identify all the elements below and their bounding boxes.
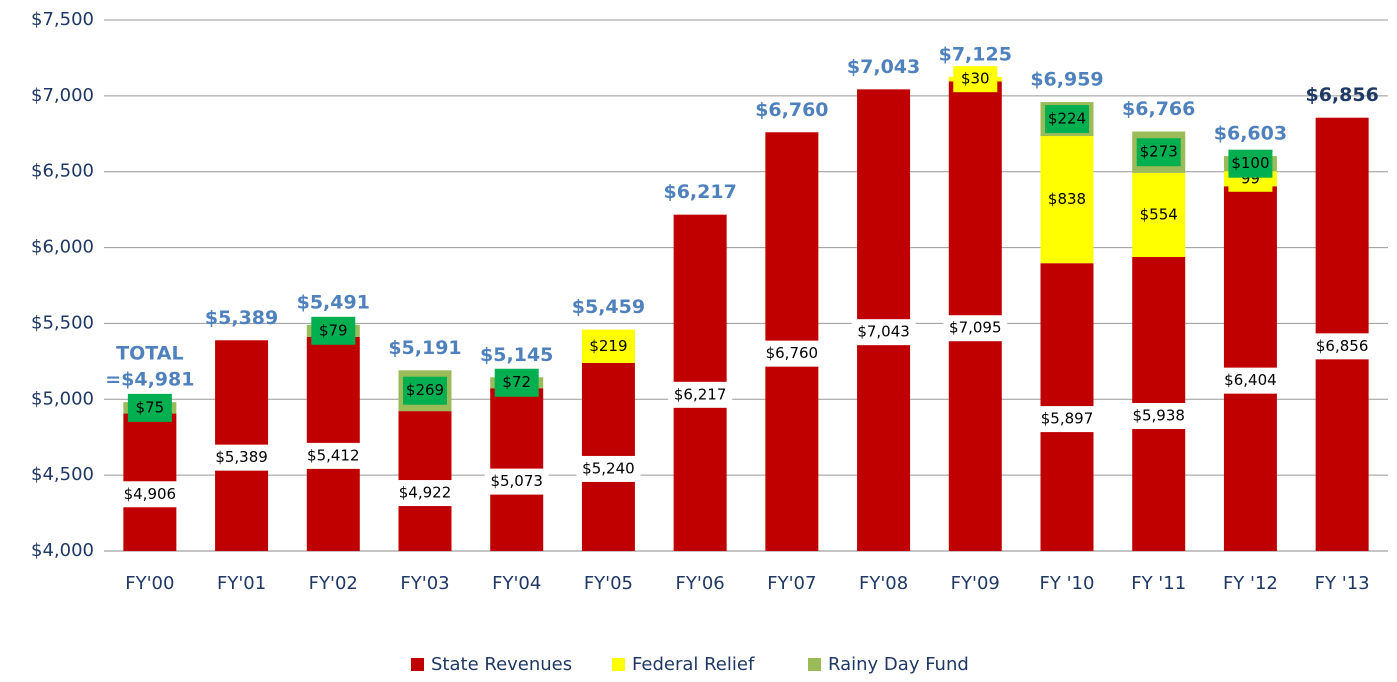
legend-label: Rainy Day Fund	[828, 654, 969, 675]
total-label: $7,125	[939, 43, 1012, 65]
total-label: $5,145	[480, 344, 553, 366]
data-label-box	[1045, 186, 1089, 213]
x-tick-label: FY '12	[1223, 573, 1278, 594]
data-label: $4,922	[399, 484, 452, 502]
data-label-box	[668, 381, 733, 408]
y-tick-label: $4,500	[31, 464, 94, 485]
legend-swatch	[411, 658, 424, 671]
total-label: $6,760	[755, 99, 828, 121]
data-label-box	[1035, 406, 1099, 433]
x-tick-label: FY'08	[859, 573, 908, 594]
data-label: $6,856	[1316, 337, 1369, 355]
legend-swatch	[612, 658, 625, 671]
data-label-box	[403, 376, 447, 405]
x-tick-label: FY'06	[676, 573, 725, 594]
total-label: $5,491	[297, 291, 370, 313]
x-tick-label: FY'02	[309, 573, 358, 594]
data-label: $6,404	[1224, 371, 1277, 389]
total-label: $6,856	[1305, 84, 1378, 106]
total-label: $6,603	[1214, 123, 1287, 145]
data-label-box	[1310, 333, 1375, 360]
y-tick-label: $6,000	[31, 237, 94, 258]
data-label-box	[1218, 367, 1283, 394]
y-tick-label: $4,000	[31, 540, 94, 561]
data-label-box	[311, 316, 356, 345]
data-label: $838	[1048, 190, 1086, 208]
data-label: $75	[136, 398, 165, 416]
data-label-box	[759, 340, 824, 367]
x-tick-label: FY '10	[1040, 573, 1095, 594]
data-label: $554	[1140, 205, 1178, 223]
data-label-box	[393, 480, 457, 507]
data-label: $79	[319, 321, 348, 339]
data-label: $219	[589, 337, 627, 355]
data-label: $72	[502, 373, 531, 391]
data-label-box	[301, 442, 366, 469]
data-label: $30	[961, 70, 990, 88]
x-tick-label: FY'05	[584, 573, 633, 594]
legend-label: State Revenues	[431, 654, 572, 675]
data-label: $5,897	[1041, 410, 1094, 428]
x-tick-label: FY'09	[951, 573, 1000, 594]
total-label: $5,191	[388, 337, 461, 359]
data-label-box	[576, 455, 641, 482]
data-label: $5,412	[307, 446, 360, 464]
x-tick-label: FY '11	[1131, 573, 1186, 594]
data-label-box	[209, 444, 274, 471]
x-tick-label: FY'00	[125, 573, 174, 594]
data-label: $6,217	[674, 385, 727, 403]
data-label: $7,043	[857, 323, 910, 341]
data-label-box	[586, 333, 631, 360]
y-tick-label: $5,000	[31, 388, 94, 409]
data-label-box	[851, 319, 916, 346]
y-tick-label: $6,500	[31, 161, 94, 182]
y-tick-label: $7,500	[31, 9, 94, 30]
data-label-box	[1126, 402, 1191, 429]
data-label: $4,906	[124, 485, 177, 503]
data-label: $5,240	[582, 459, 635, 477]
y-tick-label: $7,000	[31, 85, 94, 106]
total-label: $7,043	[847, 56, 920, 78]
data-label-box	[943, 315, 1008, 342]
data-label-box	[953, 66, 998, 93]
total-label: $5,459	[572, 296, 645, 318]
x-tick-label: FY'03	[400, 573, 449, 594]
data-label-box	[1228, 149, 1273, 178]
y-tick-label: $5,500	[31, 312, 94, 333]
data-label: $5,389	[215, 448, 268, 466]
total-prefix: TOTAL	[116, 343, 183, 365]
data-label: $6,760	[766, 344, 819, 362]
data-label: $224	[1048, 110, 1086, 128]
data-label: $100	[1231, 154, 1269, 172]
data-label: $7,095	[949, 319, 1002, 337]
legend-swatch	[808, 658, 821, 671]
legend-label: Federal Relief	[632, 654, 755, 675]
data-label-box	[1136, 138, 1181, 167]
data-label: $273	[1140, 143, 1178, 161]
data-label-box	[127, 393, 172, 422]
data-label-box	[1045, 105, 1089, 134]
total-label: =$4,981	[105, 369, 194, 391]
data-label: $5,938	[1132, 406, 1185, 424]
data-label-box	[1136, 201, 1181, 228]
total-label: $6,766	[1122, 98, 1195, 120]
x-tick-label: FY'04	[492, 573, 541, 594]
x-tick-label: FY'07	[767, 573, 816, 594]
data-label: $5,073	[490, 472, 543, 490]
data-label-box	[484, 468, 549, 495]
total-label: $6,217	[663, 181, 736, 203]
total-label: $5,389	[205, 307, 278, 329]
x-tick-label: FY'01	[217, 573, 266, 594]
data-label-box	[117, 481, 182, 508]
total-label: $6,959	[1030, 69, 1103, 91]
x-tick-label: FY '13	[1315, 573, 1370, 594]
data-label: $269	[406, 381, 444, 399]
data-label-box	[494, 368, 539, 397]
